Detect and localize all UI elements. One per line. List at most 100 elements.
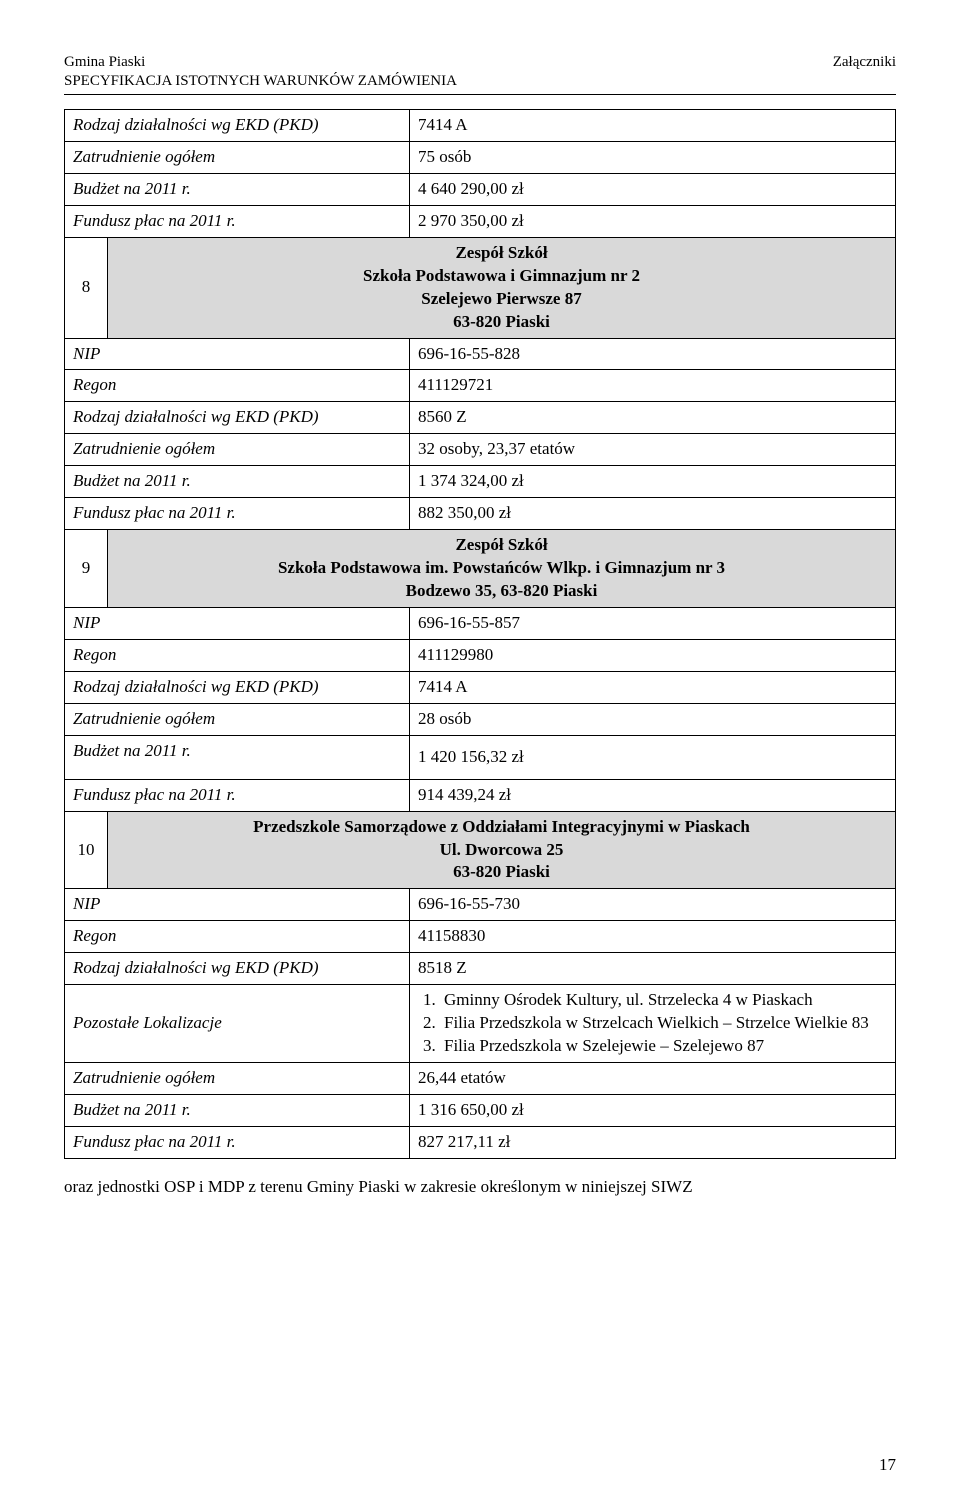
section-title-line: 63-820 Piaski: [453, 862, 550, 881]
after-table-text: oraz jednostki OSP i MDP z terenu Gminy …: [64, 1177, 896, 1197]
table-row: Rodzaj działalności wg EKD (PKD) 7414 A: [65, 110, 896, 142]
row-label: Regon: [65, 921, 410, 953]
spec-table: Rodzaj działalności wg EKD (PKD) 7414 A …: [64, 109, 896, 1159]
row-label: Zatrudnienie ogółem: [65, 141, 410, 173]
row-value: 696-16-55-730: [410, 889, 896, 921]
section-title-line: Szkoła Podstawowa i Gimnazjum nr 2: [363, 266, 640, 285]
header-rule: [64, 94, 896, 95]
row-value: 1 420 156,32 zł: [410, 735, 896, 779]
row-value: 8518 Z: [410, 953, 896, 985]
row-label: Budżet na 2011 r.: [65, 466, 410, 498]
row-value: 7414 A: [410, 671, 896, 703]
table-row: NIP 696-16-55-828: [65, 338, 896, 370]
section-title-line: Szkoła Podstawowa im. Powstańców Wlkp. i…: [278, 558, 725, 577]
table-row: Pozostałe Lokalizacje Gminny Ośrodek Kul…: [65, 985, 896, 1063]
header-left-sub: SPECYFIKACJA ISTOTNYCH WARUNKÓW ZAMÓWIEN…: [64, 73, 896, 90]
row-label: Regon: [65, 370, 410, 402]
row-label: Fundusz płac na 2011 r.: [65, 779, 410, 811]
table-row: Zatrudnienie ogółem 32 osoby, 23,37 etat…: [65, 434, 896, 466]
section-title-line: 63-820 Piaski: [453, 312, 550, 331]
row-label: Pozostałe Lokalizacje: [65, 985, 410, 1063]
row-label: Budżet na 2011 r.: [65, 173, 410, 205]
table-row: Budżet na 2011 r. 1 374 324,00 zł: [65, 466, 896, 498]
header-right: Załączniki: [833, 54, 896, 71]
row-value: 1 374 324,00 zł: [410, 466, 896, 498]
row-value: 8560 Z: [410, 402, 896, 434]
table-row: Zatrudnienie ogółem 28 osób: [65, 703, 896, 735]
row-label: NIP: [65, 889, 410, 921]
row-label: NIP: [65, 338, 410, 370]
table-row: Zatrudnienie ogółem 75 osób: [65, 141, 896, 173]
section-title-line: Ul. Dworcowa 25: [440, 840, 564, 859]
table-row: Regon 411129721: [65, 370, 896, 402]
row-value: 7414 A: [410, 110, 896, 142]
section-title: Zespół Szkół Szkoła Podstawowa i Gimnazj…: [108, 237, 896, 338]
row-label: Zatrudnienie ogółem: [65, 703, 410, 735]
section-header-row: 9 Zespół Szkół Szkoła Podstawowa im. Pow…: [65, 530, 896, 608]
section-title-line: Zespół Szkół: [455, 243, 547, 262]
row-label: Rodzaj działalności wg EKD (PKD): [65, 953, 410, 985]
row-value: 827 217,11 zł: [410, 1126, 896, 1158]
section-number: 10: [65, 811, 108, 889]
row-label: Fundusz płac na 2011 r.: [65, 205, 410, 237]
table-row: Fundusz płac na 2011 r. 827 217,11 zł: [65, 1126, 896, 1158]
row-label: Budżet na 2011 r.: [65, 735, 410, 779]
table-row: Regon 411129980: [65, 639, 896, 671]
row-value: 882 350,00 zł: [410, 498, 896, 530]
header-left-top: Gmina Piaski: [64, 54, 145, 71]
row-value: 696-16-55-857: [410, 607, 896, 639]
row-value: 28 osób: [410, 703, 896, 735]
table-row: Fundusz płac na 2011 r. 914 439,24 zł: [65, 779, 896, 811]
page-header: Gmina Piaski Załączniki: [64, 54, 896, 71]
list-item: Filia Przedszkola w Strzelcach Wielkich …: [440, 1012, 887, 1035]
row-label: Fundusz płac na 2011 r.: [65, 498, 410, 530]
row-label: Rodzaj działalności wg EKD (PKD): [65, 402, 410, 434]
list-item: Gminny Ośrodek Kultury, ul. Strzelecka 4…: [440, 989, 887, 1012]
section-title: Zespół Szkół Szkoła Podstawowa im. Powst…: [108, 530, 896, 608]
table-row: Rodzaj działalności wg EKD (PKD) 8518 Z: [65, 953, 896, 985]
table-row: Zatrudnienie ogółem 26,44 etatów: [65, 1063, 896, 1095]
section-header-row: 8 Zespół Szkół Szkoła Podstawowa i Gimna…: [65, 237, 896, 338]
table-row: Fundusz płac na 2011 r. 882 350,00 zł: [65, 498, 896, 530]
page-number: 17: [879, 1455, 896, 1475]
locations-list: Gminny Ośrodek Kultury, ul. Strzelecka 4…: [418, 989, 887, 1058]
table-row: Rodzaj działalności wg EKD (PKD) 7414 A: [65, 671, 896, 703]
table-row: Fundusz płac na 2011 r. 2 970 350,00 zł: [65, 205, 896, 237]
row-value: 1 316 650,00 zł: [410, 1094, 896, 1126]
table-row: Rodzaj działalności wg EKD (PKD) 8560 Z: [65, 402, 896, 434]
table-row: Regon 41158830: [65, 921, 896, 953]
page: Gmina Piaski Załączniki SPECYFIKACJA IST…: [0, 0, 960, 1511]
section-title-line: Zespół Szkół: [455, 535, 547, 554]
table-row: NIP 696-16-55-730: [65, 889, 896, 921]
table-row: Budżet na 2011 r. 1 420 156,32 zł: [65, 735, 896, 779]
row-label: NIP: [65, 607, 410, 639]
row-label: Regon: [65, 639, 410, 671]
section-title: Przedszkole Samorządowe z Oddziałami Int…: [108, 811, 896, 889]
row-value: 26,44 etatów: [410, 1063, 896, 1095]
row-value: 914 439,24 zł: [410, 779, 896, 811]
row-label: Rodzaj działalności wg EKD (PKD): [65, 671, 410, 703]
table-row: Budżet na 2011 r. 1 316 650,00 zł: [65, 1094, 896, 1126]
row-value: 411129721: [410, 370, 896, 402]
row-value: 32 osoby, 23,37 etatów: [410, 434, 896, 466]
section-title-line: Przedszkole Samorządowe z Oddziałami Int…: [253, 817, 750, 836]
row-label: Zatrudnienie ogółem: [65, 434, 410, 466]
row-label: Rodzaj działalności wg EKD (PKD): [65, 110, 410, 142]
section-number: 9: [65, 530, 108, 608]
row-value: 696-16-55-828: [410, 338, 896, 370]
section-title-line: Szelejewo Pierwsze 87: [421, 289, 581, 308]
list-item: Filia Przedszkola w Szelejewie – Szeleje…: [440, 1035, 887, 1058]
row-value: 41158830: [410, 921, 896, 953]
section-header-row: 10 Przedszkole Samorządowe z Oddziałami …: [65, 811, 896, 889]
row-label: Fundusz płac na 2011 r.: [65, 1126, 410, 1158]
row-value: 75 osób: [410, 141, 896, 173]
section-title-line: Bodzewo 35, 63-820 Piaski: [406, 581, 598, 600]
row-value: Gminny Ośrodek Kultury, ul. Strzelecka 4…: [410, 985, 896, 1063]
row-label: Zatrudnienie ogółem: [65, 1063, 410, 1095]
row-label: Budżet na 2011 r.: [65, 1094, 410, 1126]
row-value: 4 640 290,00 zł: [410, 173, 896, 205]
row-value: 411129980: [410, 639, 896, 671]
row-value: 2 970 350,00 zł: [410, 205, 896, 237]
section-number: 8: [65, 237, 108, 338]
table-row: Budżet na 2011 r. 4 640 290,00 zł: [65, 173, 896, 205]
